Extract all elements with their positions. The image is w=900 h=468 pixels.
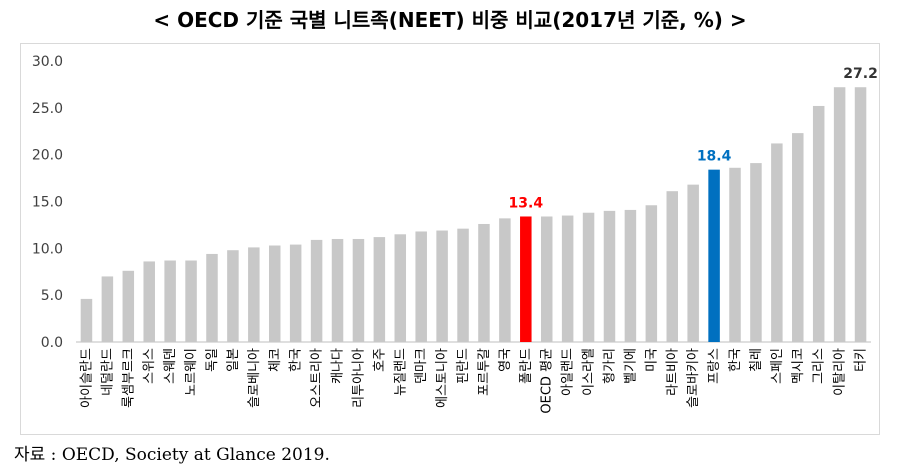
y-tick-label: 15.0 xyxy=(32,195,63,211)
category-label: 노르웨이 xyxy=(184,348,199,396)
category-label: 핀란드 xyxy=(456,348,471,384)
category-label: 한국 xyxy=(289,348,304,372)
category-label: 터키 xyxy=(854,348,869,372)
y-tick-label: 10.0 xyxy=(32,241,63,257)
bar xyxy=(582,212,595,342)
category-label: 칠레 xyxy=(749,348,764,372)
category-label: 그리스 xyxy=(812,348,827,384)
bar xyxy=(436,230,448,342)
category-label: 캐나다 xyxy=(331,348,346,384)
chart-title: < OECD 기준 국별 니트족(NEET) 비중 비교(2017년 기준, %… xyxy=(153,8,747,32)
y-tick-label: 0.0 xyxy=(41,335,63,351)
bar xyxy=(499,218,511,342)
category-label: 폴란드 xyxy=(519,348,534,384)
bar xyxy=(624,209,637,342)
category-label: 프랑스 xyxy=(707,348,722,384)
category-label: 독일 xyxy=(205,348,220,372)
source-note: 자료 : OECD, Society at Glance 2019. xyxy=(14,445,330,465)
bar xyxy=(80,298,93,342)
bar xyxy=(854,87,867,342)
category-label: 이스라엘 xyxy=(582,348,597,396)
category-label: 스웨덴 xyxy=(163,348,178,384)
bar xyxy=(750,163,762,342)
category-label: 슬로바키아 xyxy=(686,348,701,408)
bar xyxy=(792,133,804,342)
data-label: 27.2 xyxy=(843,66,878,82)
bar xyxy=(268,245,281,342)
category-label: 라트비아 xyxy=(665,348,680,396)
category-label: 미국 xyxy=(644,348,659,372)
bar xyxy=(812,105,825,343)
category-label: 오스트리아 xyxy=(310,348,325,408)
bar xyxy=(101,276,114,342)
bar xyxy=(143,261,155,342)
bar xyxy=(520,216,532,342)
category-label: 헝가리 xyxy=(602,348,617,384)
category-label: 에스토니아 xyxy=(435,348,450,408)
category-label: 한국 xyxy=(728,348,743,372)
bar xyxy=(708,169,720,342)
bar xyxy=(666,191,679,342)
bar xyxy=(227,250,239,342)
bar xyxy=(164,260,176,342)
chart-area: 0.0 5.0 10.0 15.0 20.0 25.0 30.0 아이슬란드 네덜란드 룩셈부르크… xyxy=(20,43,880,435)
bar xyxy=(645,205,658,342)
bar xyxy=(687,184,699,342)
category-label: 스위스 xyxy=(142,348,157,384)
bar xyxy=(729,167,741,342)
bar xyxy=(289,244,302,342)
bar xyxy=(833,87,846,342)
bar xyxy=(248,247,260,342)
category-label: OECD 평균 xyxy=(540,348,555,414)
category-label: 스페인 xyxy=(770,348,785,384)
category-label: 벨기에 xyxy=(623,348,638,384)
category-label: 네덜란드 xyxy=(100,348,115,396)
bar xyxy=(206,253,218,342)
y-tick-label: 25.0 xyxy=(32,101,63,117)
category-label: 체코 xyxy=(268,348,283,372)
bar xyxy=(352,238,365,342)
bar-chart: 0.0 5.0 10.0 15.0 20.0 25.0 30.0 아이슬란드 네덜란드 룩셈부르크… xyxy=(32,54,878,414)
category-label: 이탈리아 xyxy=(833,348,848,396)
bar xyxy=(185,260,197,342)
bar xyxy=(771,143,783,342)
category-label: 아일랜드 xyxy=(561,348,576,396)
category-label: 일본 xyxy=(226,348,241,372)
category-label: 영국 xyxy=(498,348,513,372)
y-tick-label: 30.0 xyxy=(32,54,63,70)
bar xyxy=(457,228,469,342)
bar xyxy=(540,216,553,342)
bar xyxy=(122,270,135,342)
category-label: 룩셈부르크 xyxy=(121,348,136,408)
data-label: 13.4 xyxy=(509,195,544,211)
category-label: 덴마크 xyxy=(414,348,429,384)
bar xyxy=(331,238,344,342)
category-label: 포르투갈 xyxy=(477,348,492,396)
bar xyxy=(310,239,323,342)
category-label: 호주 xyxy=(372,348,387,372)
bar xyxy=(415,231,427,342)
y-tick-label: 20.0 xyxy=(32,148,63,164)
category-label: 멕시코 xyxy=(791,348,806,384)
bar xyxy=(373,237,386,342)
category-label: 아이슬란드 xyxy=(79,348,94,408)
data-label: 18.4 xyxy=(697,149,732,165)
category-label: 리투아니아 xyxy=(351,348,366,408)
category-label: 뉴질랜드 xyxy=(393,348,408,396)
category-label: 슬로베니아 xyxy=(247,348,262,408)
bar xyxy=(561,215,574,342)
bar xyxy=(478,223,490,342)
bar xyxy=(394,234,407,342)
y-tick-label: 5.0 xyxy=(41,288,63,304)
bar xyxy=(603,210,616,342)
